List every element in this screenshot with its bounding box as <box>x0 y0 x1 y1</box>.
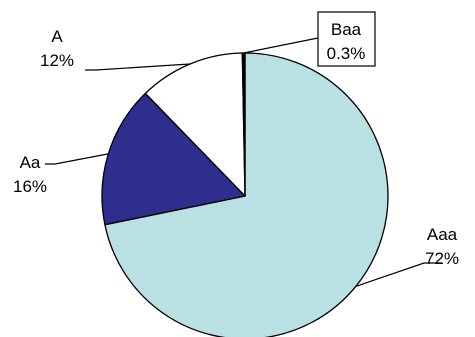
leader-line-a <box>85 63 191 71</box>
leader-lines <box>45 37 442 287</box>
slice-label-aa: Aa 16% <box>13 153 47 196</box>
leader-line-baa <box>243 37 319 54</box>
slice-label-a: A 12% <box>40 27 74 70</box>
label-baa-percent: 0.3% <box>327 44 366 63</box>
slice-label-baa: Baa 0.3% <box>327 20 366 63</box>
label-aaa-percent: 72% <box>425 249 459 268</box>
slice-label-aaa: Aaa 72% <box>425 225 459 268</box>
leader-line-aa <box>45 153 109 165</box>
label-aaa-name: Aaa <box>427 225 458 244</box>
label-box-baa <box>317 11 376 67</box>
pie-slice-a <box>144 52 246 197</box>
label-a-name: A <box>51 27 63 46</box>
label-aa-percent: 16% <box>13 177 47 196</box>
label-baa-name: Baa <box>331 20 362 39</box>
pie-slice-aaa <box>104 52 389 337</box>
pie-slices <box>101 52 389 337</box>
leader-line-aaa <box>355 262 442 287</box>
label-a-percent: 12% <box>40 51 74 70</box>
label-aa-name: Aa <box>20 153 41 172</box>
pie-slice-aa <box>101 92 246 226</box>
